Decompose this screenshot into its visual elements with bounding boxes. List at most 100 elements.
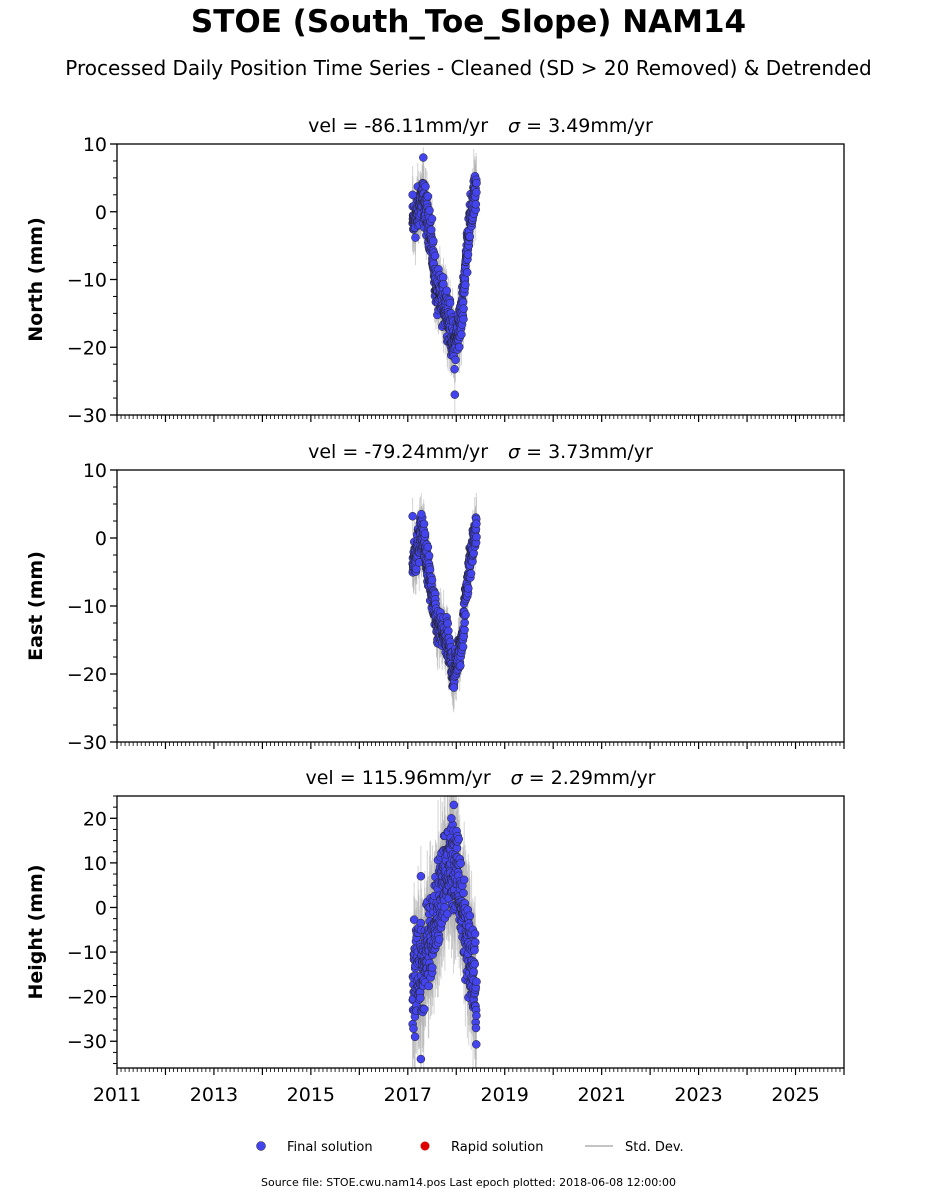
- data-point: [444, 626, 453, 636]
- data-point: [428, 963, 437, 972]
- y-tick-label: −10: [67, 942, 107, 964]
- data-point: [417, 509, 426, 519]
- data-point: [410, 1032, 420, 1042]
- sigma-value: = 2.29mm/yr: [523, 767, 656, 789]
- sigma-value: = 3.73mm/yr: [520, 441, 653, 463]
- data-point: [419, 519, 429, 529]
- x-ticks-north: [116, 415, 845, 422]
- data-point: [472, 178, 481, 188]
- velocity-value: vel = -86.11mm/yr: [308, 115, 488, 137]
- data-point: [472, 977, 481, 986]
- data-point: [461, 280, 470, 289]
- data-point: [471, 937, 480, 947]
- data-point: [457, 330, 466, 339]
- legend-final-marker: [256, 1141, 266, 1151]
- source-footer: Source file: STOE.cwu.nam14.pos Last epo…: [261, 1176, 676, 1189]
- x-tick-label: 2025: [771, 1084, 819, 1106]
- y-ticks-east: 10 0 −10 −20 −30: [67, 460, 117, 754]
- data-point: [454, 834, 463, 844]
- data-point: [416, 872, 426, 881]
- sigma-symbol: σ: [508, 115, 521, 137]
- x-tick-label: 2013: [190, 1084, 238, 1106]
- data-point: [427, 575, 437, 585]
- data-point: [409, 1024, 418, 1033]
- y-tick-label: 10: [83, 134, 107, 156]
- data-point: [459, 304, 468, 313]
- data-point: [466, 569, 476, 578]
- data-point: [472, 1011, 481, 1020]
- data-point: [472, 519, 481, 528]
- page-subtitle: Processed Daily Position Time Series - C…: [65, 56, 872, 80]
- x-tick-label: 2015: [287, 1084, 335, 1106]
- data-point: [419, 153, 428, 162]
- y-tick-label: −20: [67, 337, 107, 359]
- panel-title-east: vel = -79.24mm/yr σ = 3.73mm/yr: [308, 441, 653, 463]
- data-point: [464, 584, 473, 593]
- x-tick-label: 2021: [577, 1084, 625, 1106]
- data-point: [420, 529, 430, 538]
- data-point: [427, 214, 437, 224]
- velocity-value: vel = -79.24mm/yr: [308, 441, 488, 463]
- y-tick-label: 20: [83, 808, 107, 830]
- data-point: [465, 911, 475, 920]
- data-point: [472, 1040, 481, 1049]
- data-point: [465, 232, 474, 241]
- legend-rapid-label: Rapid solution: [451, 1140, 543, 1155]
- y-tick-label: −20: [67, 987, 107, 1009]
- x-ticks-height: 2011 2013 2015 2017 2019 2021 2023 2025: [93, 1068, 845, 1106]
- data-point: [459, 314, 468, 324]
- y-tick-label: −20: [67, 664, 107, 686]
- x-tick-label: 2017: [384, 1084, 432, 1106]
- series-north: [408, 147, 481, 415]
- data-point: [460, 625, 469, 635]
- panel-title-north: vel = -86.11mm/yr σ = 3.49mm/yr: [308, 115, 653, 137]
- axes-frame-east: [116, 469, 845, 743]
- data-point: [423, 542, 433, 552]
- data-point: [471, 1023, 481, 1033]
- data-point: [459, 875, 469, 885]
- y-axis-label-north: North (mm): [25, 217, 47, 342]
- data-point: [469, 967, 478, 976]
- data-point: [445, 298, 455, 308]
- panel-north: vel = -86.11mm/yr σ = 3.49mm/yr North (mm)…: [25, 115, 845, 427]
- panel-east: vel = -79.24mm/yr σ = 3.73mm/yr East (mm) 1…: [25, 441, 845, 754]
- series-east: [408, 493, 481, 713]
- x-tick-label: 2023: [674, 1084, 722, 1106]
- data-point: [470, 929, 480, 939]
- time-series-figure: vel = -86.11mm/yr σ = 3.49mm/yr North (mm)…: [25, 115, 845, 1155]
- data-point: [447, 814, 456, 823]
- y-axis-label-east: East (mm): [25, 551, 47, 661]
- data-point: [459, 888, 468, 898]
- data-point: [443, 619, 452, 628]
- data-point: [451, 355, 460, 365]
- legend-rapid-marker: [420, 1141, 430, 1151]
- x-ticks-east: [116, 742, 845, 749]
- data-point: [424, 981, 433, 991]
- panel-height: vel = 115.96mm/yr σ = 2.29mm/yr Height (mm…: [25, 767, 845, 1106]
- data-point: [463, 250, 473, 259]
- data-point: [434, 935, 444, 944]
- data-point: [455, 342, 464, 352]
- legend-std-label: Std. Dev.: [625, 1140, 684, 1155]
- data-point: [470, 959, 480, 969]
- legend-final-label: Final solution: [287, 1140, 373, 1155]
- x-tick-label: 2019: [481, 1084, 529, 1106]
- legend: Final solution Rapid solution Std. Dev.: [256, 1140, 684, 1155]
- data-point: [416, 1054, 426, 1064]
- y-axis-label-height: Height (mm): [25, 864, 47, 999]
- data-point: [449, 683, 459, 692]
- data-point: [450, 364, 459, 374]
- velocity-value: vel = 115.96mm/yr: [306, 767, 491, 789]
- data-point: [429, 236, 438, 246]
- y-tick-label: −10: [67, 270, 107, 292]
- y-ticks-north: 10 0 −10 −20 −30: [67, 134, 117, 427]
- panel-title-height: vel = 115.96mm/yr σ = 2.29mm/yr: [306, 767, 656, 789]
- data-point: [461, 610, 470, 619]
- sigma-symbol: σ: [508, 441, 521, 463]
- y-tick-label: −30: [67, 405, 107, 427]
- x-tick-label: 2011: [93, 1084, 141, 1106]
- data-point: [470, 946, 479, 955]
- data-point: [426, 225, 436, 235]
- data-point: [458, 642, 468, 652]
- y-tick-label: 10: [83, 853, 107, 875]
